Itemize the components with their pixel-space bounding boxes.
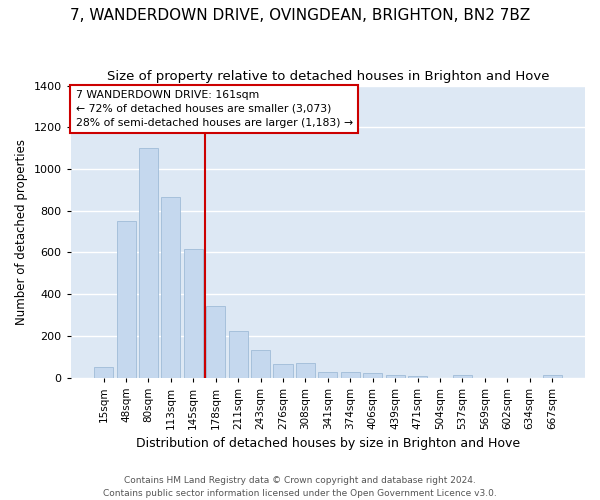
Bar xyxy=(116,221,136,378)
Bar xyxy=(408,376,427,378)
Bar xyxy=(206,306,225,378)
Bar xyxy=(184,250,203,378)
Bar xyxy=(161,197,181,378)
X-axis label: Distribution of detached houses by size in Brighton and Hove: Distribution of detached houses by size … xyxy=(136,437,520,450)
Bar xyxy=(251,350,270,378)
Bar xyxy=(319,372,337,378)
Bar xyxy=(341,372,360,378)
Bar xyxy=(296,363,315,378)
Bar xyxy=(139,148,158,378)
Bar xyxy=(229,330,248,378)
Bar xyxy=(274,364,293,378)
Bar xyxy=(453,376,472,378)
Bar xyxy=(386,374,404,378)
Text: Contains HM Land Registry data © Crown copyright and database right 2024.
Contai: Contains HM Land Registry data © Crown c… xyxy=(103,476,497,498)
Bar xyxy=(94,367,113,378)
Bar xyxy=(542,376,562,378)
Text: 7, WANDERDOWN DRIVE, OVINGDEAN, BRIGHTON, BN2 7BZ: 7, WANDERDOWN DRIVE, OVINGDEAN, BRIGHTON… xyxy=(70,8,530,22)
Title: Size of property relative to detached houses in Brighton and Hove: Size of property relative to detached ho… xyxy=(107,70,549,83)
Bar xyxy=(363,374,382,378)
Y-axis label: Number of detached properties: Number of detached properties xyxy=(15,138,28,324)
Text: 7 WANDERDOWN DRIVE: 161sqm
← 72% of detached houses are smaller (3,073)
28% of s: 7 WANDERDOWN DRIVE: 161sqm ← 72% of deta… xyxy=(76,90,353,128)
